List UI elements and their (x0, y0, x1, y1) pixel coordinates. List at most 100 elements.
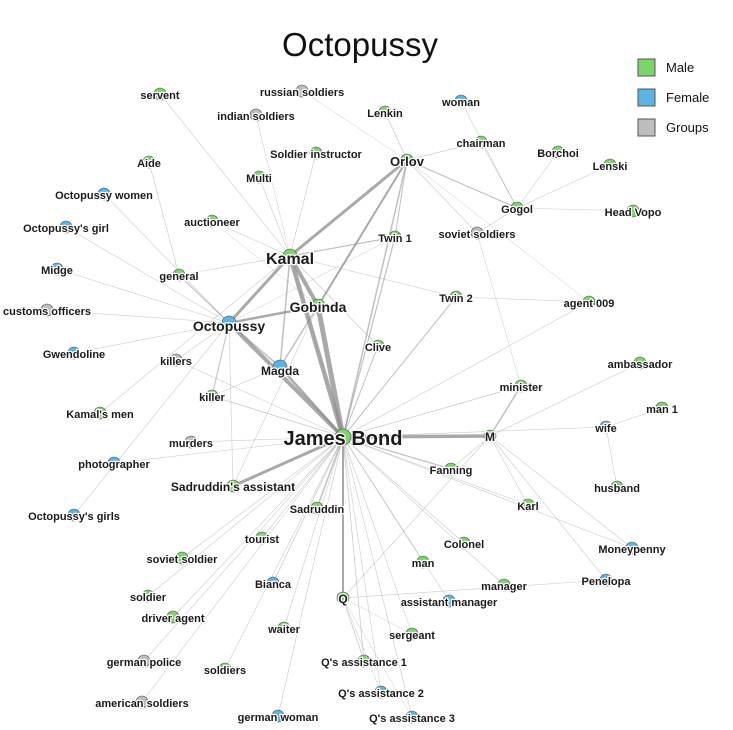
node-marker-tourist[interactable] (255, 531, 269, 545)
node-marker-head-vopo[interactable] (626, 204, 640, 218)
node-marker-killers[interactable] (169, 353, 183, 367)
node-qs-assistance1[interactable]: Q's assistance 1 (320, 654, 408, 670)
node-midge[interactable]: Midge (40, 262, 74, 278)
node-octopussy[interactable]: Octopussy (192, 315, 267, 335)
node-marker-soldier-instructor[interactable] (309, 146, 323, 160)
node-kamal[interactable]: Kamal (265, 248, 315, 269)
node-borchoi[interactable]: Borchoi (536, 145, 580, 161)
node-marker-clive[interactable] (371, 339, 385, 353)
node-octopussys-girl[interactable]: Octopussy's girl (22, 220, 110, 236)
node-marker-midge[interactable] (50, 262, 64, 276)
node-soldier[interactable]: soldier (129, 589, 168, 605)
node-marker-sadruddins-assistant[interactable] (226, 479, 240, 493)
node-octopussy-women[interactable]: Octopussy women (54, 187, 154, 203)
node-marker-ambassador[interactable] (633, 356, 647, 370)
node-marker-m[interactable] (483, 429, 497, 443)
node-gobinda[interactable]: Gobinda (288, 298, 347, 317)
node-marker-german-police[interactable] (137, 654, 151, 668)
node-marker-sergeant[interactable] (405, 627, 419, 641)
node-marker-colonel[interactable] (457, 536, 471, 550)
node-clive[interactable]: Clive (364, 339, 392, 355)
node-marker-lenski[interactable] (603, 158, 617, 172)
node-soldiers[interactable]: soldiers (203, 662, 247, 678)
node-marker-twin2[interactable] (449, 290, 463, 304)
node-chairman[interactable]: chairman (455, 135, 507, 151)
node-twin2[interactable]: Twin 2 (438, 290, 474, 306)
node-colonel[interactable]: Colonel (443, 536, 485, 552)
node-marker-soldier[interactable] (141, 589, 155, 603)
node-marker-minister[interactable] (514, 379, 528, 393)
node-marker-bianca[interactable] (266, 576, 280, 590)
node-minister[interactable]: minister (498, 379, 544, 395)
node-marker-fanning[interactable] (444, 462, 458, 476)
node-marker-kamals-men[interactable] (93, 406, 107, 420)
node-marker-wife[interactable] (599, 420, 613, 434)
node-marker-q[interactable] (336, 591, 350, 605)
node-gwendoline[interactable]: Gwendoline (42, 346, 106, 362)
node-marker-man[interactable] (416, 555, 430, 569)
node-james-bond[interactable]: James Bond (282, 427, 403, 452)
node-german-woman[interactable]: german woman (236, 709, 320, 725)
node-marker-borchoi[interactable] (551, 145, 565, 159)
node-sadruddins-assistant[interactable]: Sadruddin's assistant (170, 479, 297, 496)
node-soviet-soldier[interactable]: soviet soldier (145, 551, 219, 567)
node-kamals-men[interactable]: Kamal's men (65, 406, 135, 422)
node-marker-waiter[interactable] (277, 621, 291, 635)
node-marker-soldiers[interactable] (218, 662, 232, 676)
node-marker-german-woman[interactable] (271, 709, 285, 723)
node-marker-photographer[interactable] (107, 456, 121, 470)
node-marker-magda[interactable] (272, 359, 288, 375)
node-marker-kamal[interactable] (282, 248, 298, 264)
node-marker-qs-assistance3[interactable] (405, 710, 419, 724)
node-marker-octopussys-girls[interactable] (67, 508, 81, 522)
node-marker-general[interactable] (172, 268, 186, 282)
node-woman[interactable]: woman (440, 94, 481, 110)
node-marker-man1[interactable] (655, 401, 669, 415)
node-german-police[interactable]: german police (105, 654, 183, 670)
node-karl[interactable]: Karl (516, 498, 540, 514)
node-marker-moneypenny[interactable] (625, 541, 639, 555)
node-marker-assistant-manager[interactable] (442, 594, 456, 608)
node-marker-penelopa[interactable] (599, 573, 613, 587)
node-marker-woman[interactable] (454, 94, 468, 108)
node-sadruddin[interactable]: Sadruddin (289, 501, 346, 517)
node-marker-gogol[interactable] (510, 201, 524, 215)
node-marker-driver-agent[interactable] (166, 610, 180, 624)
node-marker-husband[interactable] (610, 480, 624, 494)
node-driver-agent[interactable]: driver agent (140, 610, 206, 626)
node-marker-manager[interactable] (497, 578, 511, 592)
node-bianca[interactable]: Bianca (254, 576, 293, 592)
node-marker-russian-soldiers[interactable] (295, 84, 309, 98)
node-marker-gwendoline[interactable] (67, 346, 81, 360)
node-marker-karl[interactable] (521, 498, 535, 512)
node-marker-auctioneer[interactable] (205, 214, 219, 228)
node-head-vopo[interactable]: Head Vopo (603, 204, 663, 220)
node-marker-gobinda[interactable] (310, 298, 326, 314)
node-killer[interactable]: killer (198, 389, 227, 405)
node-marker-murders[interactable] (184, 435, 198, 449)
node-american-soldiers[interactable]: american soldiers (94, 695, 190, 711)
node-marker-octopussy-women[interactable] (97, 187, 111, 201)
node-indian-soldiers[interactable]: indian soldiers (216, 108, 296, 124)
node-man[interactable]: man (410, 555, 436, 571)
node-agent009[interactable]: agent 009 (562, 295, 616, 311)
node-sergeant[interactable]: sergeant (388, 627, 437, 643)
node-marker-twin1[interactable] (388, 230, 402, 244)
node-russian-soldiers[interactable]: russian soldiers (259, 84, 345, 100)
node-qs-assistance3[interactable]: Q's assistance 3 (368, 710, 456, 726)
node-octopussys-girls[interactable]: Octopussy's girls (27, 508, 121, 524)
node-man1[interactable]: man 1 (645, 401, 679, 417)
node-marker-customs-officers[interactable] (40, 303, 54, 317)
node-lenski[interactable]: Lenski (591, 158, 629, 174)
node-marker-james-bond[interactable] (334, 428, 352, 446)
node-marker-qs-assistance2[interactable] (374, 685, 388, 699)
node-assistant-manager[interactable]: assistant manager (399, 594, 499, 610)
node-marker-agent009[interactable] (582, 295, 596, 309)
node-marker-american-soldiers[interactable] (135, 695, 149, 709)
node-general[interactable]: general (158, 268, 200, 284)
node-orlov[interactable]: Orlov (389, 153, 426, 171)
node-waiter[interactable]: waiter (266, 621, 302, 637)
node-magda[interactable]: Magda (260, 359, 301, 379)
node-marker-indian-soldiers[interactable] (249, 108, 263, 122)
node-marker-octopussys-girl[interactable] (59, 220, 73, 234)
